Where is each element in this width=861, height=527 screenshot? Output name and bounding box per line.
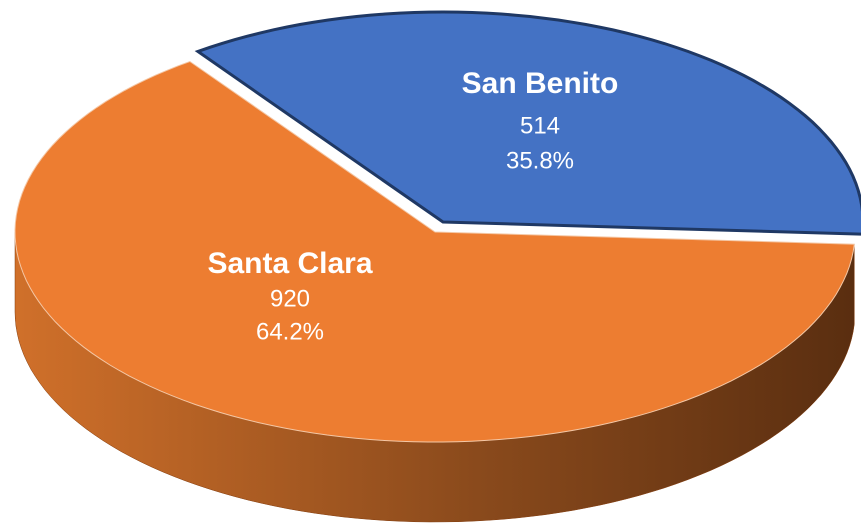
slices	[14, 10, 861, 523]
slice-label: Santa Clara	[207, 247, 372, 280]
value-label: 514	[520, 112, 560, 139]
slice	[194, 10, 861, 236]
slice	[14, 60, 855, 443]
value-label: 920	[270, 285, 310, 312]
percent-label: 35.8%	[506, 147, 574, 174]
labels: San Benito 514 35.8% Santa Clara 920 64.…	[207, 67, 618, 345]
percent-label: 64.2%	[256, 318, 324, 345]
slice-label: San Benito	[462, 67, 619, 100]
